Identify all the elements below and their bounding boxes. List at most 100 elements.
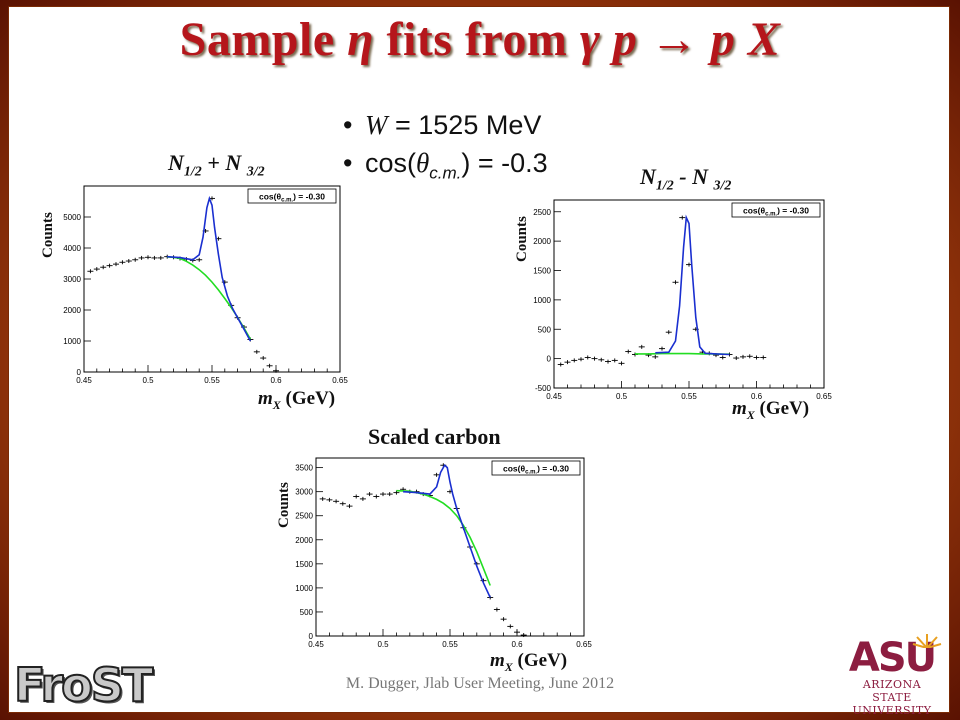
panel2-x-sub: X — [746, 407, 755, 422]
data-point — [346, 504, 353, 509]
y-tick-label: 4000 — [63, 244, 81, 253]
data-point — [132, 257, 139, 262]
plot-frame — [315, 457, 585, 637]
fit-total-line — [167, 195, 252, 342]
y-tick-label: 1500 — [533, 267, 551, 276]
asu-line2: UNIVERSITY — [852, 704, 932, 717]
data-point — [571, 358, 578, 363]
legend-box — [491, 460, 581, 476]
y-tick-label: 2000 — [295, 536, 313, 545]
y-tick-label: 3000 — [63, 275, 81, 284]
data-point — [507, 624, 514, 629]
panel2-x-m: m — [732, 398, 747, 419]
data-point — [253, 349, 260, 354]
y-tick-label: 1000 — [295, 584, 313, 593]
title-part-a: Sample — [179, 13, 348, 66]
x-tick-label: 0.55 — [442, 640, 458, 649]
data-point — [652, 354, 659, 359]
data-point — [665, 330, 672, 335]
data-point — [625, 349, 632, 354]
x-tick-label: 0.5 — [616, 392, 628, 401]
data-point — [326, 497, 333, 502]
panel3-label: Scaled carbon — [368, 424, 501, 449]
y-tick-label: 500 — [300, 608, 314, 617]
panel2-label: N1/2 - N 3/2 — [640, 164, 731, 194]
x-tick-label: 0.45 — [76, 376, 92, 385]
plot-frame — [83, 185, 341, 373]
data-point — [564, 360, 571, 365]
x-tick-label: 0.55 — [681, 392, 697, 401]
x-tick-label: 0.45 — [308, 640, 324, 649]
y-tick-label: 1000 — [533, 296, 551, 305]
data-point — [380, 492, 386, 497]
panel2-label-s2: 3/2 — [713, 178, 732, 194]
plot-n12-plus-n32: 0.45 0.5 0.55 0.6 0.65 0 1000 2000 3000 4000 5000 c… — [63, 185, 348, 385]
asu-line1: ARIZONA STATE — [862, 678, 922, 704]
data-point — [333, 499, 340, 504]
data-point — [591, 356, 598, 361]
y-tick-label: 1500 — [295, 560, 313, 569]
data-point — [266, 363, 273, 368]
data-point — [87, 269, 94, 274]
data-point — [100, 265, 107, 270]
data-point — [584, 355, 591, 360]
data-point — [753, 355, 760, 360]
data-point — [353, 494, 360, 499]
panel3-x-unit: (GeV) — [512, 650, 568, 671]
data-point — [260, 356, 267, 361]
data-point — [196, 257, 203, 262]
data-point — [557, 362, 564, 367]
data-point — [151, 255, 158, 260]
data-point — [520, 633, 527, 638]
fit-total-line — [403, 463, 491, 598]
data-point — [733, 356, 740, 361]
x-tick-label: 0.6 — [511, 640, 523, 649]
bullet-cos-sub: c.m. — [429, 163, 462, 183]
legend-text-val: ) = -0.30 — [537, 464, 569, 474]
data-point — [359, 496, 366, 501]
data-point — [578, 357, 584, 362]
panel1-label-n: N — [168, 150, 184, 175]
data-point — [106, 263, 113, 268]
data-point — [679, 215, 686, 220]
panel2-y-label: Counts — [514, 216, 530, 262]
panel2-x-unit: (GeV) — [754, 398, 810, 419]
data-point — [746, 354, 753, 359]
y-tick-label: 500 — [538, 325, 552, 334]
panel1-label: N1/2 + N 3/2 — [168, 150, 265, 180]
y-tick-label: 2500 — [533, 208, 551, 217]
panel1-x-unit: (GeV) — [280, 388, 336, 409]
data-point — [605, 359, 611, 364]
bullet-cos-b: ) = -0.3 — [461, 148, 548, 178]
y-tick-label: 0 — [77, 368, 82, 377]
data-point — [113, 262, 119, 267]
data-point — [598, 357, 605, 362]
plot-n12-minus-n32: 0.45 0.5 0.55 0.6 0.65 -500 0 500 1000 1500 2000 25… — [533, 199, 832, 401]
footer-credit: M. Dugger, Jlab User Meeting, June 2012 — [345, 675, 615, 692]
title-part-b: fits from — [373, 13, 580, 66]
kinematics-bullets: • W = 1525 MeV • cos(θc.m.) = -0.3 — [343, 106, 548, 192]
data-point — [618, 361, 625, 366]
data-point — [719, 355, 726, 360]
frost-logo: FroST — [13, 657, 154, 713]
data-point — [659, 346, 665, 351]
y-tick-label: -500 — [535, 384, 552, 393]
asu-logo: ASU ARIZONA STATE UNIVERSITY — [842, 634, 942, 717]
y-tick-label: 2500 — [295, 512, 313, 521]
legend-box — [247, 188, 337, 204]
legend-text: cos(θc.m.) = -0.30 — [503, 464, 569, 476]
data-point — [672, 280, 679, 285]
x-tick-label: 0.65 — [332, 376, 348, 385]
legend-text: cos(θc.m.) = -0.30 — [259, 192, 325, 204]
data-point — [273, 368, 279, 373]
panel1-x-m: m — [258, 388, 273, 409]
panel1-x-sub: X — [272, 397, 281, 412]
asu-mark: ASU — [848, 635, 937, 681]
legend-text: cos(θc.m.) = -0.30 — [743, 206, 809, 218]
y-tick-label: 1000 — [63, 337, 81, 346]
data-point — [138, 255, 145, 260]
data-point — [500, 617, 507, 622]
panel3-x-label: mX (GeV) — [490, 650, 567, 675]
legend-text-main: cos(θ — [259, 192, 281, 202]
plot-scaled-carbon: 0.45 0.5 0.55 0.6 0.65 0 500 1000 1500 2000 2500 30… — [295, 457, 592, 649]
